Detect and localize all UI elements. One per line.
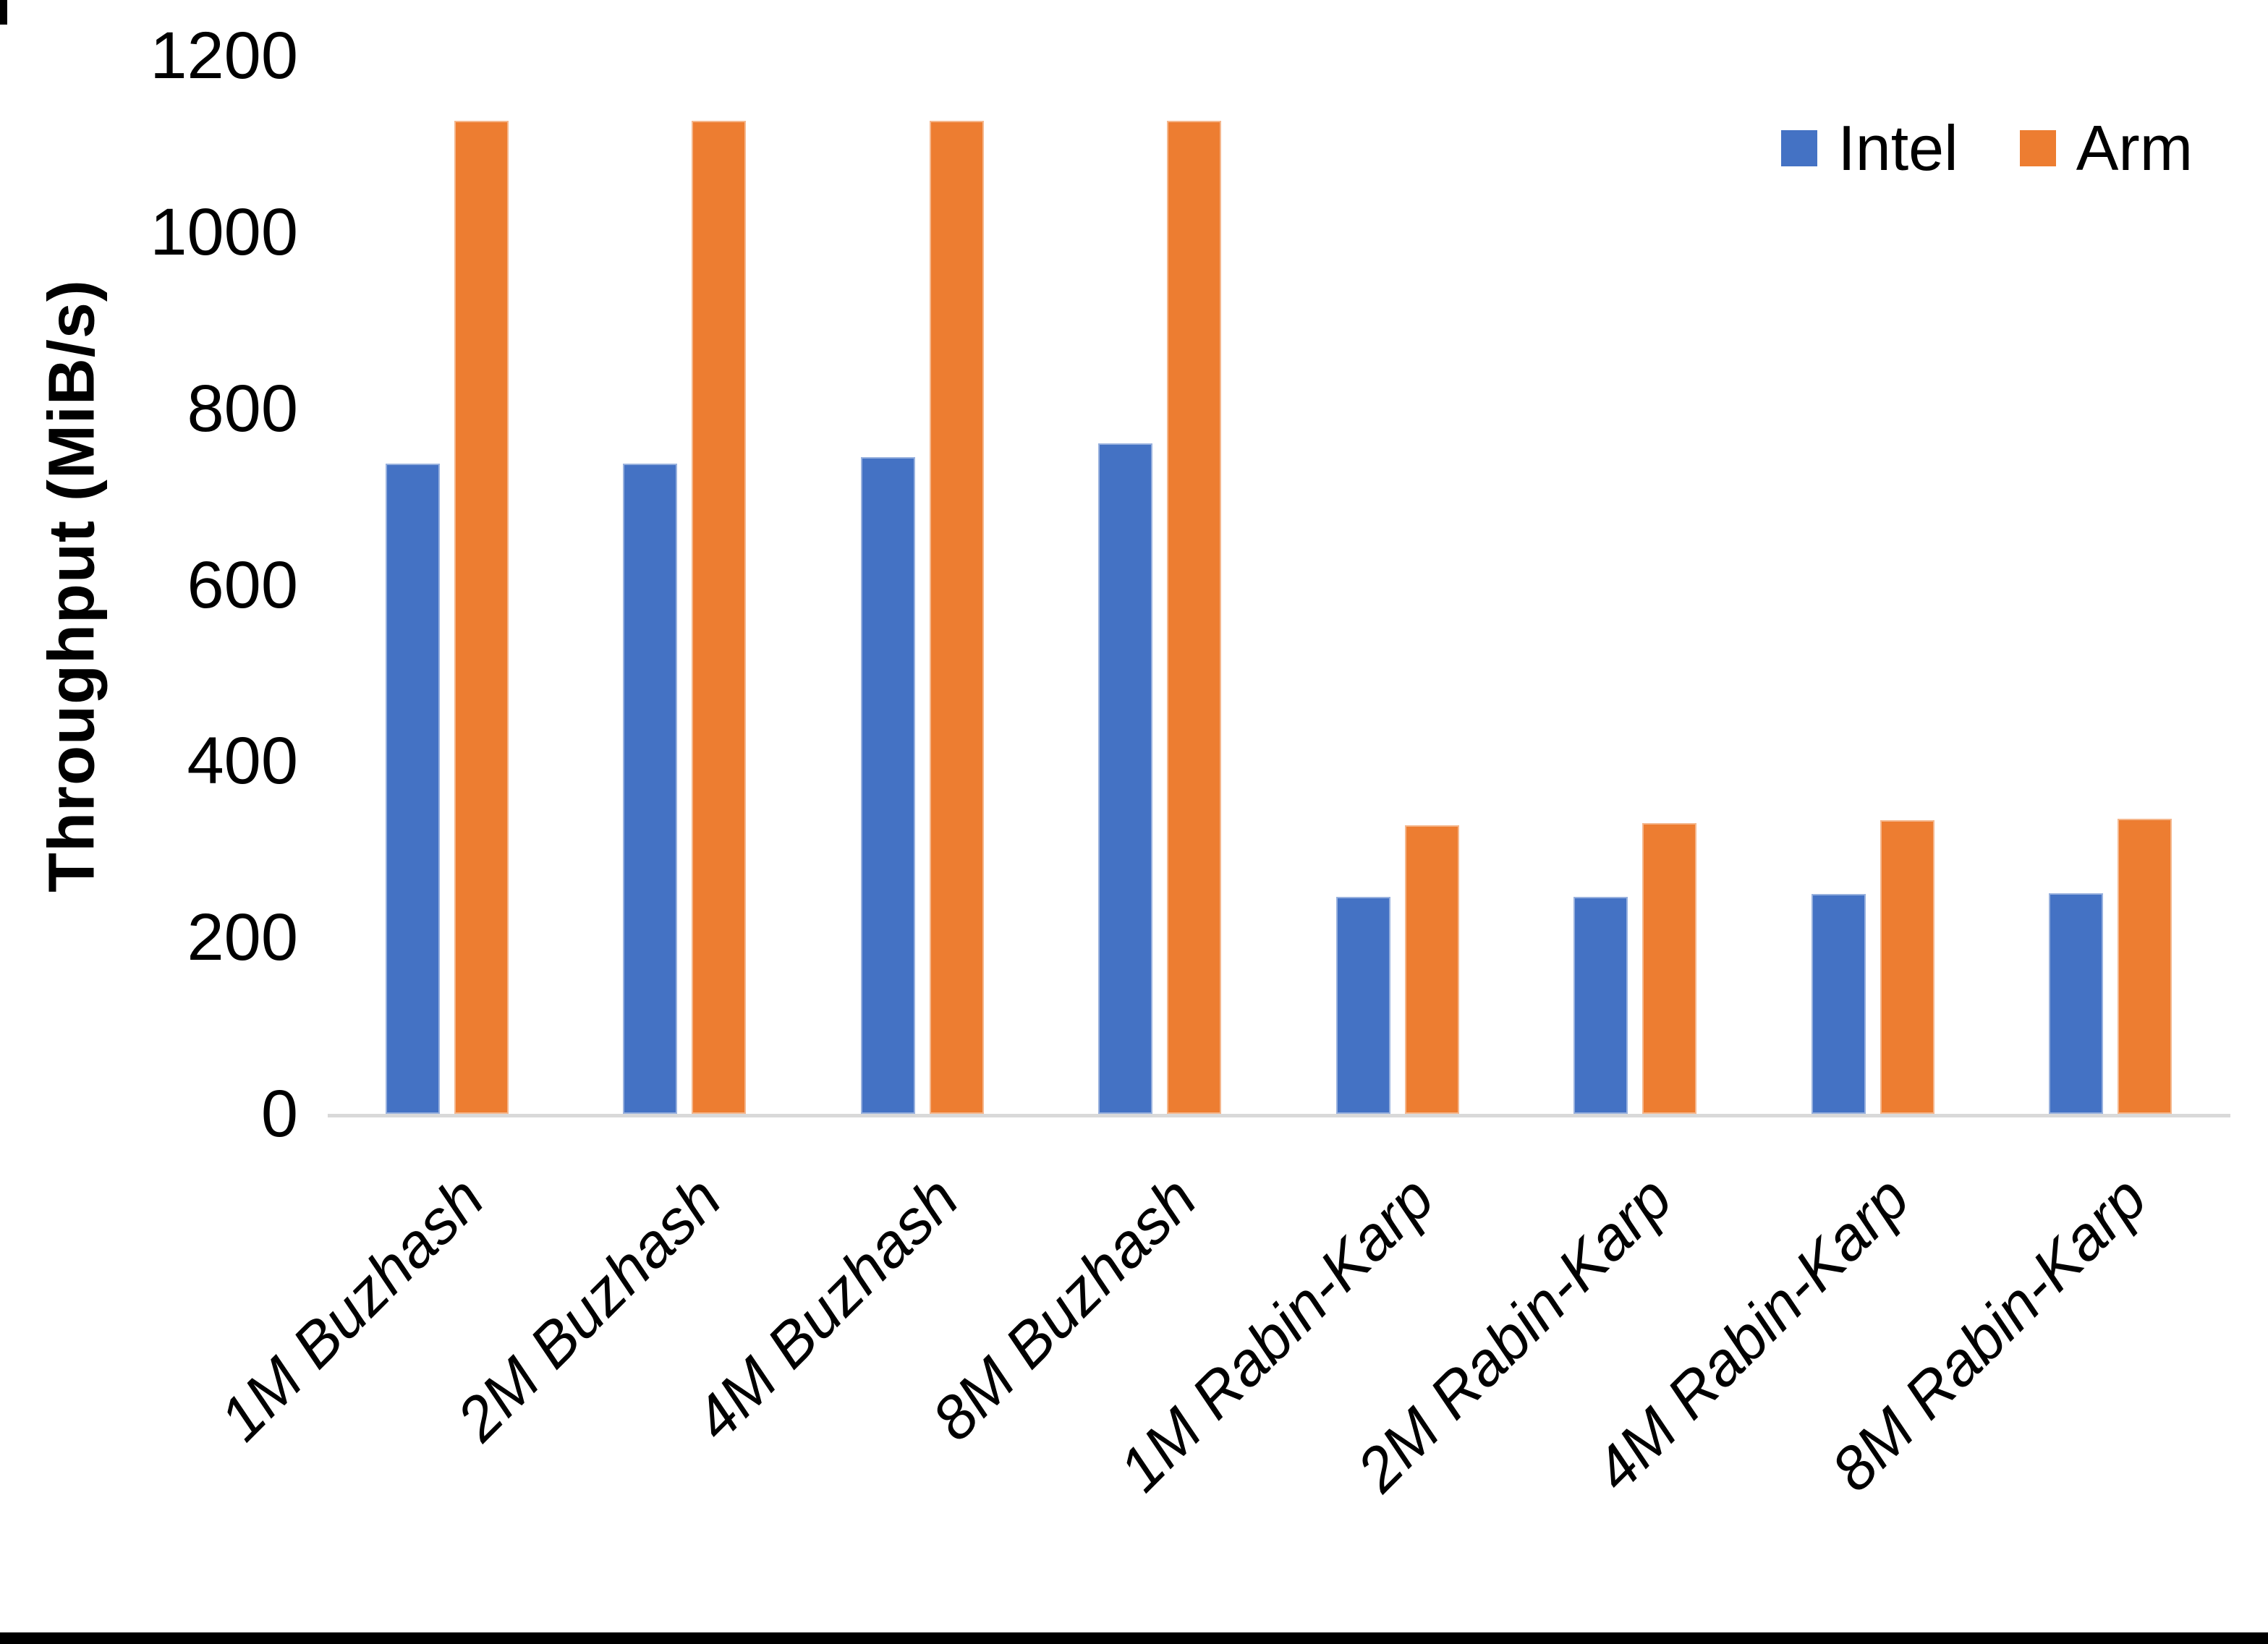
bar-intel-3 [861,457,915,1114]
bar-arm-7 [1880,820,1934,1114]
bar-arm-2 [692,121,746,1114]
bar-intel-2 [623,464,677,1114]
y-tick-label: 1200 [150,19,298,93]
legend: Intel Arm [1781,114,2193,183]
bar-intel-8 [2049,893,2103,1114]
legend-label: Arm [2076,112,2193,184]
y-tick-label: 1000 [150,195,298,269]
y-tick-label: 800 [187,371,299,446]
bar-intel-6 [1573,897,1628,1114]
x-axis-line [328,1114,2230,1117]
bar-arm-6 [1642,823,1696,1114]
window-corner-mark [0,0,7,25]
y-tick-label: 200 [187,900,299,975]
legend-swatch-icon [1781,130,1818,166]
legend-item-arm: Arm [2019,112,2193,184]
bar-arm-4 [1167,121,1221,1114]
y-tick-label: 600 [187,548,299,622]
bar-arm-5 [1405,825,1459,1114]
bar-intel-4 [1098,443,1152,1114]
bar-intel-1 [386,464,440,1114]
bar-arm-8 [2118,819,2172,1114]
y-tick-label: 400 [187,724,299,798]
bar-intel-7 [1812,894,1866,1114]
legend-label: Intel [1838,112,1958,184]
bottom-border [0,1632,2268,1644]
bar-intel-5 [1336,897,1390,1114]
legend-swatch-icon [2019,130,2056,166]
plot-area [328,56,2228,1114]
bar-arm-3 [930,121,984,1114]
legend-item-intel: Intel [1781,114,1958,183]
y-tick-label: 0 [260,1077,298,1151]
bar-arm-1 [454,121,509,1114]
